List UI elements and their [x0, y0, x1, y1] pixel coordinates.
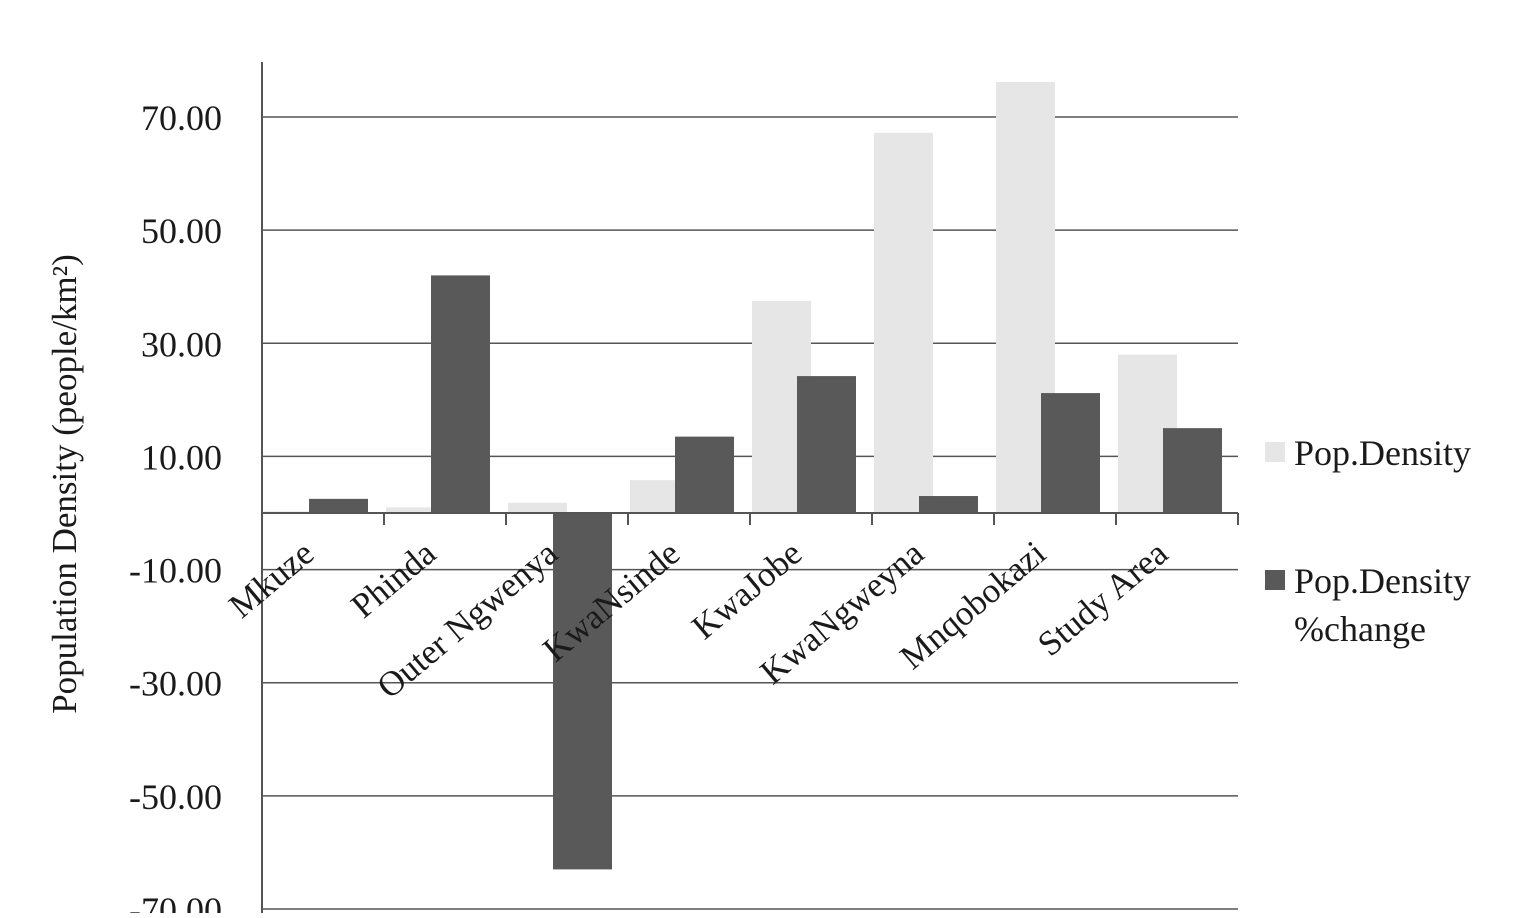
bar-pop-density-change [1163, 428, 1222, 513]
legend-label: Pop.Density [1294, 561, 1471, 601]
y-tick-label: -10.00 [129, 551, 222, 591]
legend: Pop.Density Pop.Density %change [1265, 433, 1471, 649]
bar-pop-density [386, 507, 445, 513]
bar-pop-density-change [309, 498, 368, 513]
bar-pop-density [874, 132, 933, 513]
bars [264, 81, 1222, 870]
legend-label: %change [1294, 609, 1426, 649]
bar-pop-density-change [797, 376, 856, 513]
bar-pop-density [508, 502, 567, 513]
legend-label: Pop.Density [1294, 433, 1471, 473]
gridlines [262, 116, 1238, 910]
legend-swatch [1265, 570, 1285, 590]
y-tick-labels: 70.00 50.00 30.00 10.00 -10.00 -30.00 -50.00 -7… [129, 98, 222, 918]
legend-swatch [1265, 442, 1285, 462]
y-tick-label: 50.00 [141, 211, 222, 251]
bar-pop-density-change [919, 496, 978, 513]
bar-pop-density-change [553, 513, 612, 870]
y-tick-label: 70.00 [141, 98, 222, 138]
y-tick-label: 10.00 [141, 437, 222, 477]
axes [261, 62, 1239, 913]
x-category-label: Phinda [344, 533, 444, 626]
x-category-label: Study Area [1030, 533, 1175, 664]
bar-pop-density-change [1041, 393, 1100, 513]
y-tick-label: 30.00 [141, 324, 222, 364]
bar-pop-density-change [431, 275, 490, 513]
x-category-label: Mkuze [222, 533, 322, 625]
y-tick-label: -30.00 [129, 664, 222, 704]
y-tick-label: -70.00 [129, 890, 222, 913]
bar-pop-density-change [675, 436, 734, 513]
y-tick-label: -50.00 [129, 777, 222, 817]
y-axis-title: Population Density (people/km²) [45, 254, 84, 714]
